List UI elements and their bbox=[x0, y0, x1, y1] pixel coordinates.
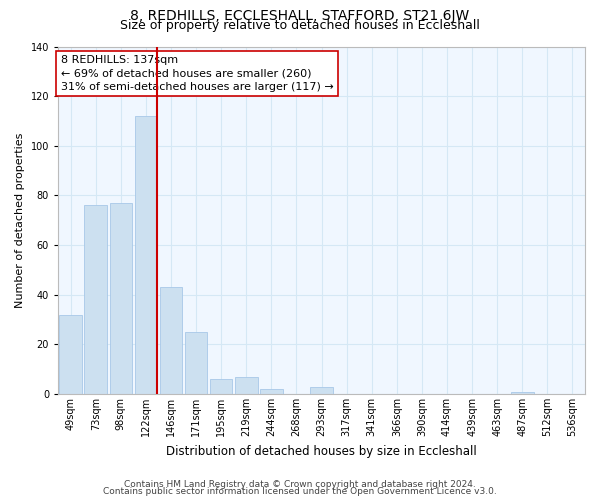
Text: Contains public sector information licensed under the Open Government Licence v3: Contains public sector information licen… bbox=[103, 488, 497, 496]
Bar bbox=[511, 392, 533, 394]
Bar bbox=[59, 314, 82, 394]
Bar bbox=[310, 386, 333, 394]
Text: 8, REDHILLS, ECCLESHALL, STAFFORD, ST21 6JW: 8, REDHILLS, ECCLESHALL, STAFFORD, ST21 … bbox=[130, 9, 470, 23]
Bar bbox=[260, 389, 283, 394]
Bar bbox=[235, 376, 257, 394]
Bar bbox=[85, 206, 107, 394]
X-axis label: Distribution of detached houses by size in Eccleshall: Distribution of detached houses by size … bbox=[166, 444, 477, 458]
Bar bbox=[134, 116, 157, 394]
Bar bbox=[160, 288, 182, 394]
Bar bbox=[110, 203, 132, 394]
Bar bbox=[185, 332, 208, 394]
Y-axis label: Number of detached properties: Number of detached properties bbox=[15, 132, 25, 308]
Text: 8 REDHILLS: 137sqm
← 69% of detached houses are smaller (260)
31% of semi-detach: 8 REDHILLS: 137sqm ← 69% of detached hou… bbox=[61, 55, 334, 92]
Text: Contains HM Land Registry data © Crown copyright and database right 2024.: Contains HM Land Registry data © Crown c… bbox=[124, 480, 476, 489]
Text: Size of property relative to detached houses in Eccleshall: Size of property relative to detached ho… bbox=[120, 19, 480, 32]
Bar bbox=[210, 379, 232, 394]
